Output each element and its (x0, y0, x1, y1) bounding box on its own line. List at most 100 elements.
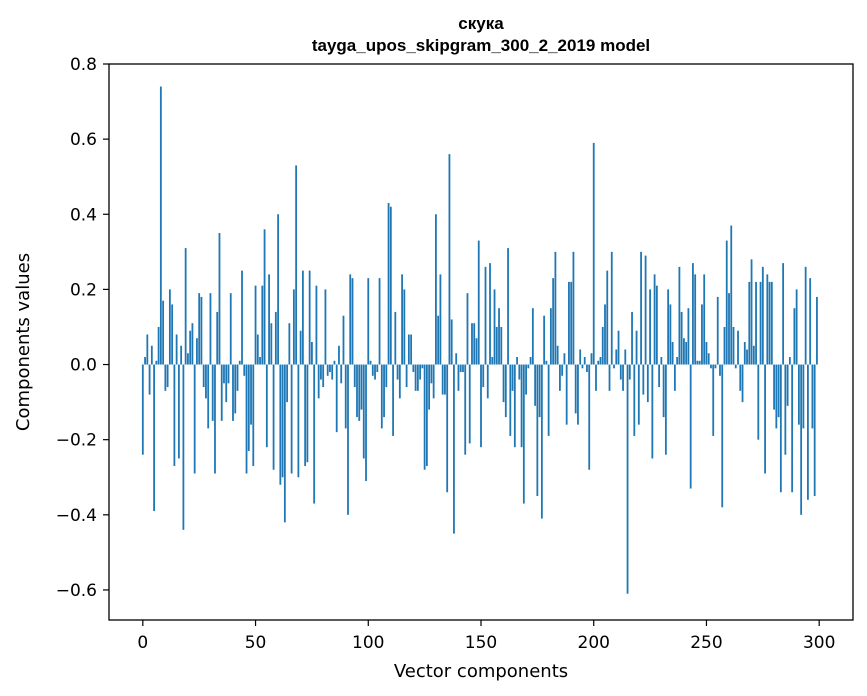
bar-207 (608, 364, 611, 391)
bars (141, 86, 818, 594)
bar-131 (437, 315, 440, 365)
bar-183 (554, 251, 557, 365)
bar-137 (450, 319, 453, 365)
bar-72 (304, 364, 307, 466)
bar-123 (419, 364, 422, 380)
bar-47 (247, 364, 250, 451)
bar-184 (556, 345, 559, 365)
bar-294 (804, 266, 807, 365)
bar-172 (529, 357, 532, 365)
bar-37 (225, 364, 228, 403)
bar-182 (552, 278, 555, 365)
bar-108 (385, 364, 388, 388)
bar-32 (214, 364, 216, 474)
bar-264 (737, 330, 739, 365)
bar-299 (816, 296, 818, 365)
bar-85 (333, 360, 336, 365)
bar-120 (412, 364, 415, 373)
bar-199 (590, 353, 593, 365)
bar-205 (604, 304, 606, 365)
bar-210 (615, 349, 618, 365)
bar-271 (752, 345, 755, 365)
bar-195 (581, 364, 584, 369)
bar-109 (387, 203, 390, 365)
bar-247 (698, 360, 701, 365)
bar-220 (637, 364, 640, 425)
bar-194 (579, 349, 582, 365)
bar-240 (683, 338, 685, 365)
bar-146 (471, 323, 473, 365)
x-tick-label: 250 (690, 633, 722, 653)
bar-274 (759, 281, 762, 365)
bar-18 (182, 364, 185, 530)
bar-142 (462, 364, 464, 373)
bar-1 (144, 357, 146, 365)
bar-74 (308, 270, 311, 365)
bar-113 (396, 364, 399, 380)
bar-248 (701, 304, 703, 365)
bar-133 (441, 364, 444, 395)
bar-49 (252, 364, 255, 466)
bar-138 (453, 364, 455, 534)
bar-14 (173, 364, 176, 466)
bar-228 (655, 285, 658, 365)
bar-81 (324, 289, 327, 365)
bar-48 (250, 364, 252, 425)
bar-130 (435, 214, 437, 365)
bar-144 (466, 293, 469, 365)
bar-100 (367, 278, 370, 365)
bar-266 (741, 364, 744, 403)
bar-29 (207, 364, 210, 429)
bar-282 (777, 364, 780, 418)
bar-79 (320, 364, 322, 380)
bar-230 (660, 357, 663, 365)
bar-178 (543, 315, 546, 365)
bar-259 (725, 240, 728, 365)
bar-238 (678, 266, 681, 365)
bar-250 (705, 342, 708, 365)
bar-169 (522, 364, 525, 504)
bar-234 (669, 304, 672, 365)
bar-191 (572, 251, 575, 365)
bar-187 (563, 353, 566, 365)
y-axis-ticks: −0.6 −0.4 −0.2 0.0 0.2 0.4 0.6 0.8 (56, 55, 109, 601)
bar-196 (583, 357, 586, 365)
bar-117 (405, 364, 408, 388)
bar-2 (146, 334, 149, 365)
bar-268 (746, 349, 748, 365)
bar-111 (392, 364, 394, 436)
bar-181 (549, 308, 552, 365)
bar-112 (394, 311, 397, 365)
bar-166 (516, 357, 518, 365)
bar-50 (254, 285, 257, 365)
bar-287 (788, 357, 791, 365)
bar-86 (335, 364, 338, 433)
bar-288 (791, 364, 794, 493)
bar-235 (671, 342, 674, 365)
bar-135 (446, 364, 449, 493)
bar-239 (680, 311, 683, 365)
bar-242 (687, 308, 690, 365)
bar-261 (730, 225, 733, 365)
bar-263 (734, 364, 737, 369)
bar-160 (502, 364, 505, 403)
bar-236 (673, 364, 676, 391)
bar-35 (220, 364, 223, 421)
bar-30 (209, 293, 212, 365)
bar-24 (196, 338, 198, 365)
bar-54 (263, 229, 266, 365)
bar-52 (259, 357, 261, 365)
bar-91 (347, 364, 349, 515)
bar-21 (189, 330, 192, 365)
bar-44 (241, 270, 243, 365)
bar-161 (504, 364, 507, 418)
bar-217 (631, 311, 633, 365)
bar-114 (398, 364, 401, 399)
bar-254 (714, 364, 717, 369)
bar-215 (626, 364, 629, 594)
bar-278 (768, 281, 771, 365)
bar-241 (685, 342, 688, 365)
bar-204 (601, 326, 604, 365)
bar-185 (559, 364, 561, 391)
